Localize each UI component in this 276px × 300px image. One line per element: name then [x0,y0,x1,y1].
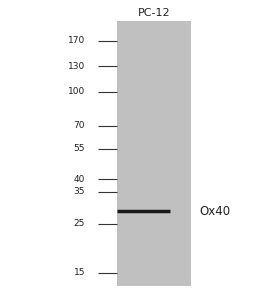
Text: 70: 70 [73,121,85,130]
Text: 40: 40 [74,175,85,184]
Text: 170: 170 [68,36,85,45]
Text: 55: 55 [73,144,85,153]
Text: 35: 35 [73,187,85,196]
Text: 25: 25 [74,219,85,228]
Bar [117,21,191,286]
Text: PC-12: PC-12 [137,8,170,18]
Text: 100: 100 [68,87,85,96]
Text: 130: 130 [68,62,85,71]
Text: 15: 15 [73,268,85,277]
Text: Ox40: Ox40 [199,205,230,218]
